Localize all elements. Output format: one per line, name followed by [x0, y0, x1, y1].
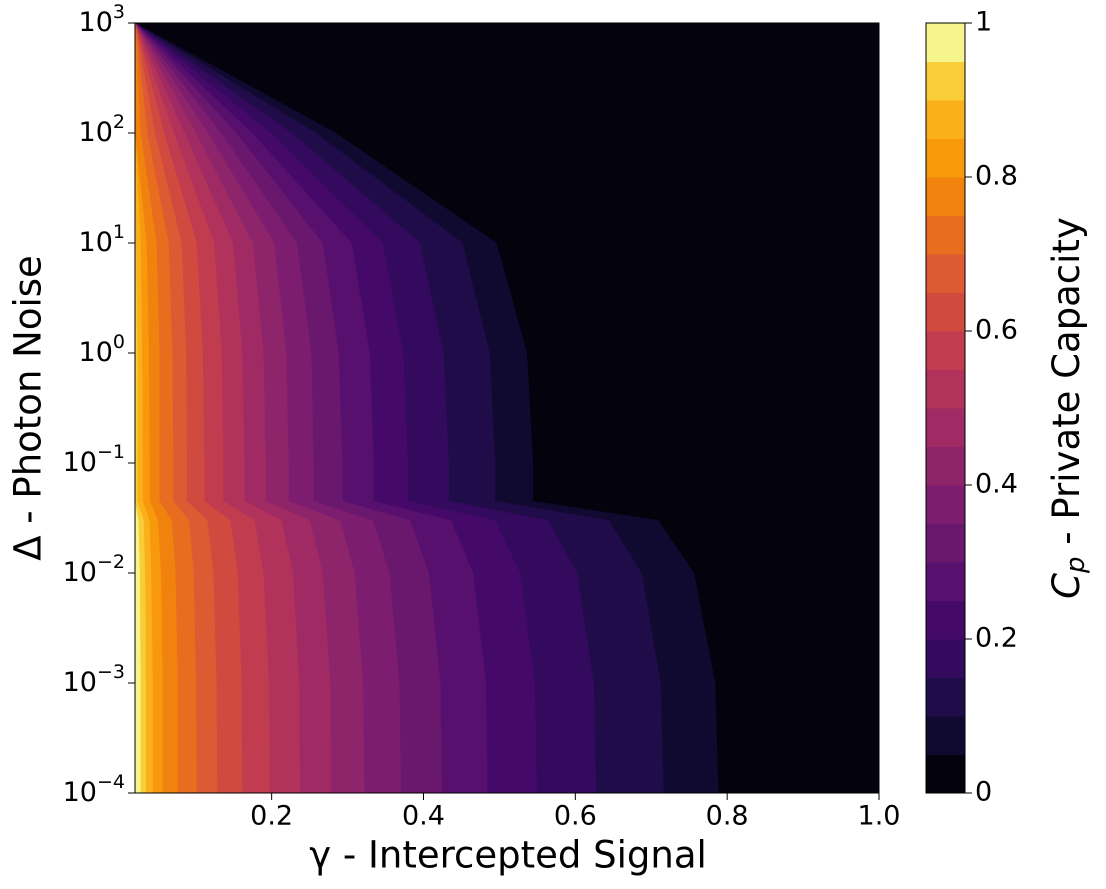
- colorbar-tick-label: 0.6: [975, 315, 1018, 346]
- y-tick-base: 10: [63, 447, 97, 478]
- y-tick-exponent: −4: [97, 771, 125, 793]
- y-tick-base: 10: [79, 337, 113, 368]
- y-tick-base: 10: [79, 7, 113, 38]
- x-tick-label: 0.8: [706, 801, 749, 832]
- y-tick-label: 103: [79, 1, 125, 38]
- colorbar-band: [926, 369, 965, 409]
- colorbar-label-subscript: p: [1061, 556, 1091, 574]
- colorbar-band: [926, 523, 965, 563]
- colorbar-band: [926, 716, 965, 755]
- colorbar-label: Cp - Private Capacity: [1045, 217, 1091, 599]
- colorbar-tick-label: 0.2: [975, 623, 1018, 654]
- y-tick-exponent: 2: [113, 111, 125, 133]
- x-tick-label: 0.4: [402, 801, 445, 832]
- plot-frame: [134, 22, 880, 794]
- y-tick-exponent: 3: [113, 1, 125, 23]
- colorbar-tick-label: 1: [975, 7, 992, 38]
- y-tick-exponent: −2: [97, 551, 125, 573]
- y-tick-base: 10: [63, 557, 97, 588]
- colorbar-band: [926, 485, 965, 524]
- y-tick-label: 10−1: [63, 441, 125, 478]
- y-tick-label: 100: [79, 331, 125, 368]
- colorbar-band: [926, 177, 965, 216]
- colorbar-band: [926, 138, 965, 178]
- colorbar-band: [926, 677, 965, 717]
- colorbar-band: [926, 23, 965, 62]
- y-tick-base: 10: [79, 117, 113, 148]
- y-tick-label: 10−2: [63, 551, 125, 588]
- colorbar-band: [926, 61, 965, 101]
- y-tick-label: 10−4: [63, 771, 125, 808]
- y-tick-base: 10: [79, 227, 113, 258]
- x-tick-label: 0.2: [250, 801, 293, 832]
- y-tick-label: 10−3: [63, 661, 125, 698]
- colorbar-band: [926, 215, 965, 255]
- colorbar-band: [926, 639, 965, 678]
- colorbar-band: [926, 331, 965, 370]
- colorbar-band: [926, 446, 965, 486]
- colorbar-label-text: - Private Capacity: [1045, 217, 1088, 556]
- colorbar-tick-label: 0.8: [975, 161, 1018, 192]
- y-tick-exponent: 1: [113, 221, 125, 243]
- x-tick-label: 0.6: [554, 801, 597, 832]
- colorbar-band: [926, 754, 965, 794]
- y-tick-exponent: −1: [97, 441, 125, 463]
- y-tick-base: 10: [63, 777, 97, 808]
- colorbar-label-symbol: C: [1045, 573, 1088, 599]
- x-axis-label: γ - Intercepted Signal: [309, 834, 707, 877]
- colorbar-band: [926, 600, 965, 640]
- x-tick-label: 1.0: [858, 801, 901, 832]
- colorbar-tick-label: 0: [975, 777, 992, 808]
- colorbar-band: [926, 100, 965, 139]
- colorbar-band: [926, 254, 965, 293]
- colorbar-band: [926, 408, 965, 447]
- y-tick-base: 10: [63, 667, 97, 698]
- y-tick-label: 102: [79, 111, 125, 148]
- y-tick-label: 101: [79, 221, 125, 258]
- colorbar-tick-label: 0.4: [975, 469, 1018, 500]
- y-tick-exponent: −3: [97, 661, 125, 683]
- colorbar-band: [926, 562, 965, 601]
- colorbar-frame: [925, 22, 966, 794]
- colorbar-band: [926, 292, 965, 332]
- y-axis-label: Δ - Photon Noise: [7, 255, 50, 561]
- y-tick-exponent: 0: [113, 331, 125, 353]
